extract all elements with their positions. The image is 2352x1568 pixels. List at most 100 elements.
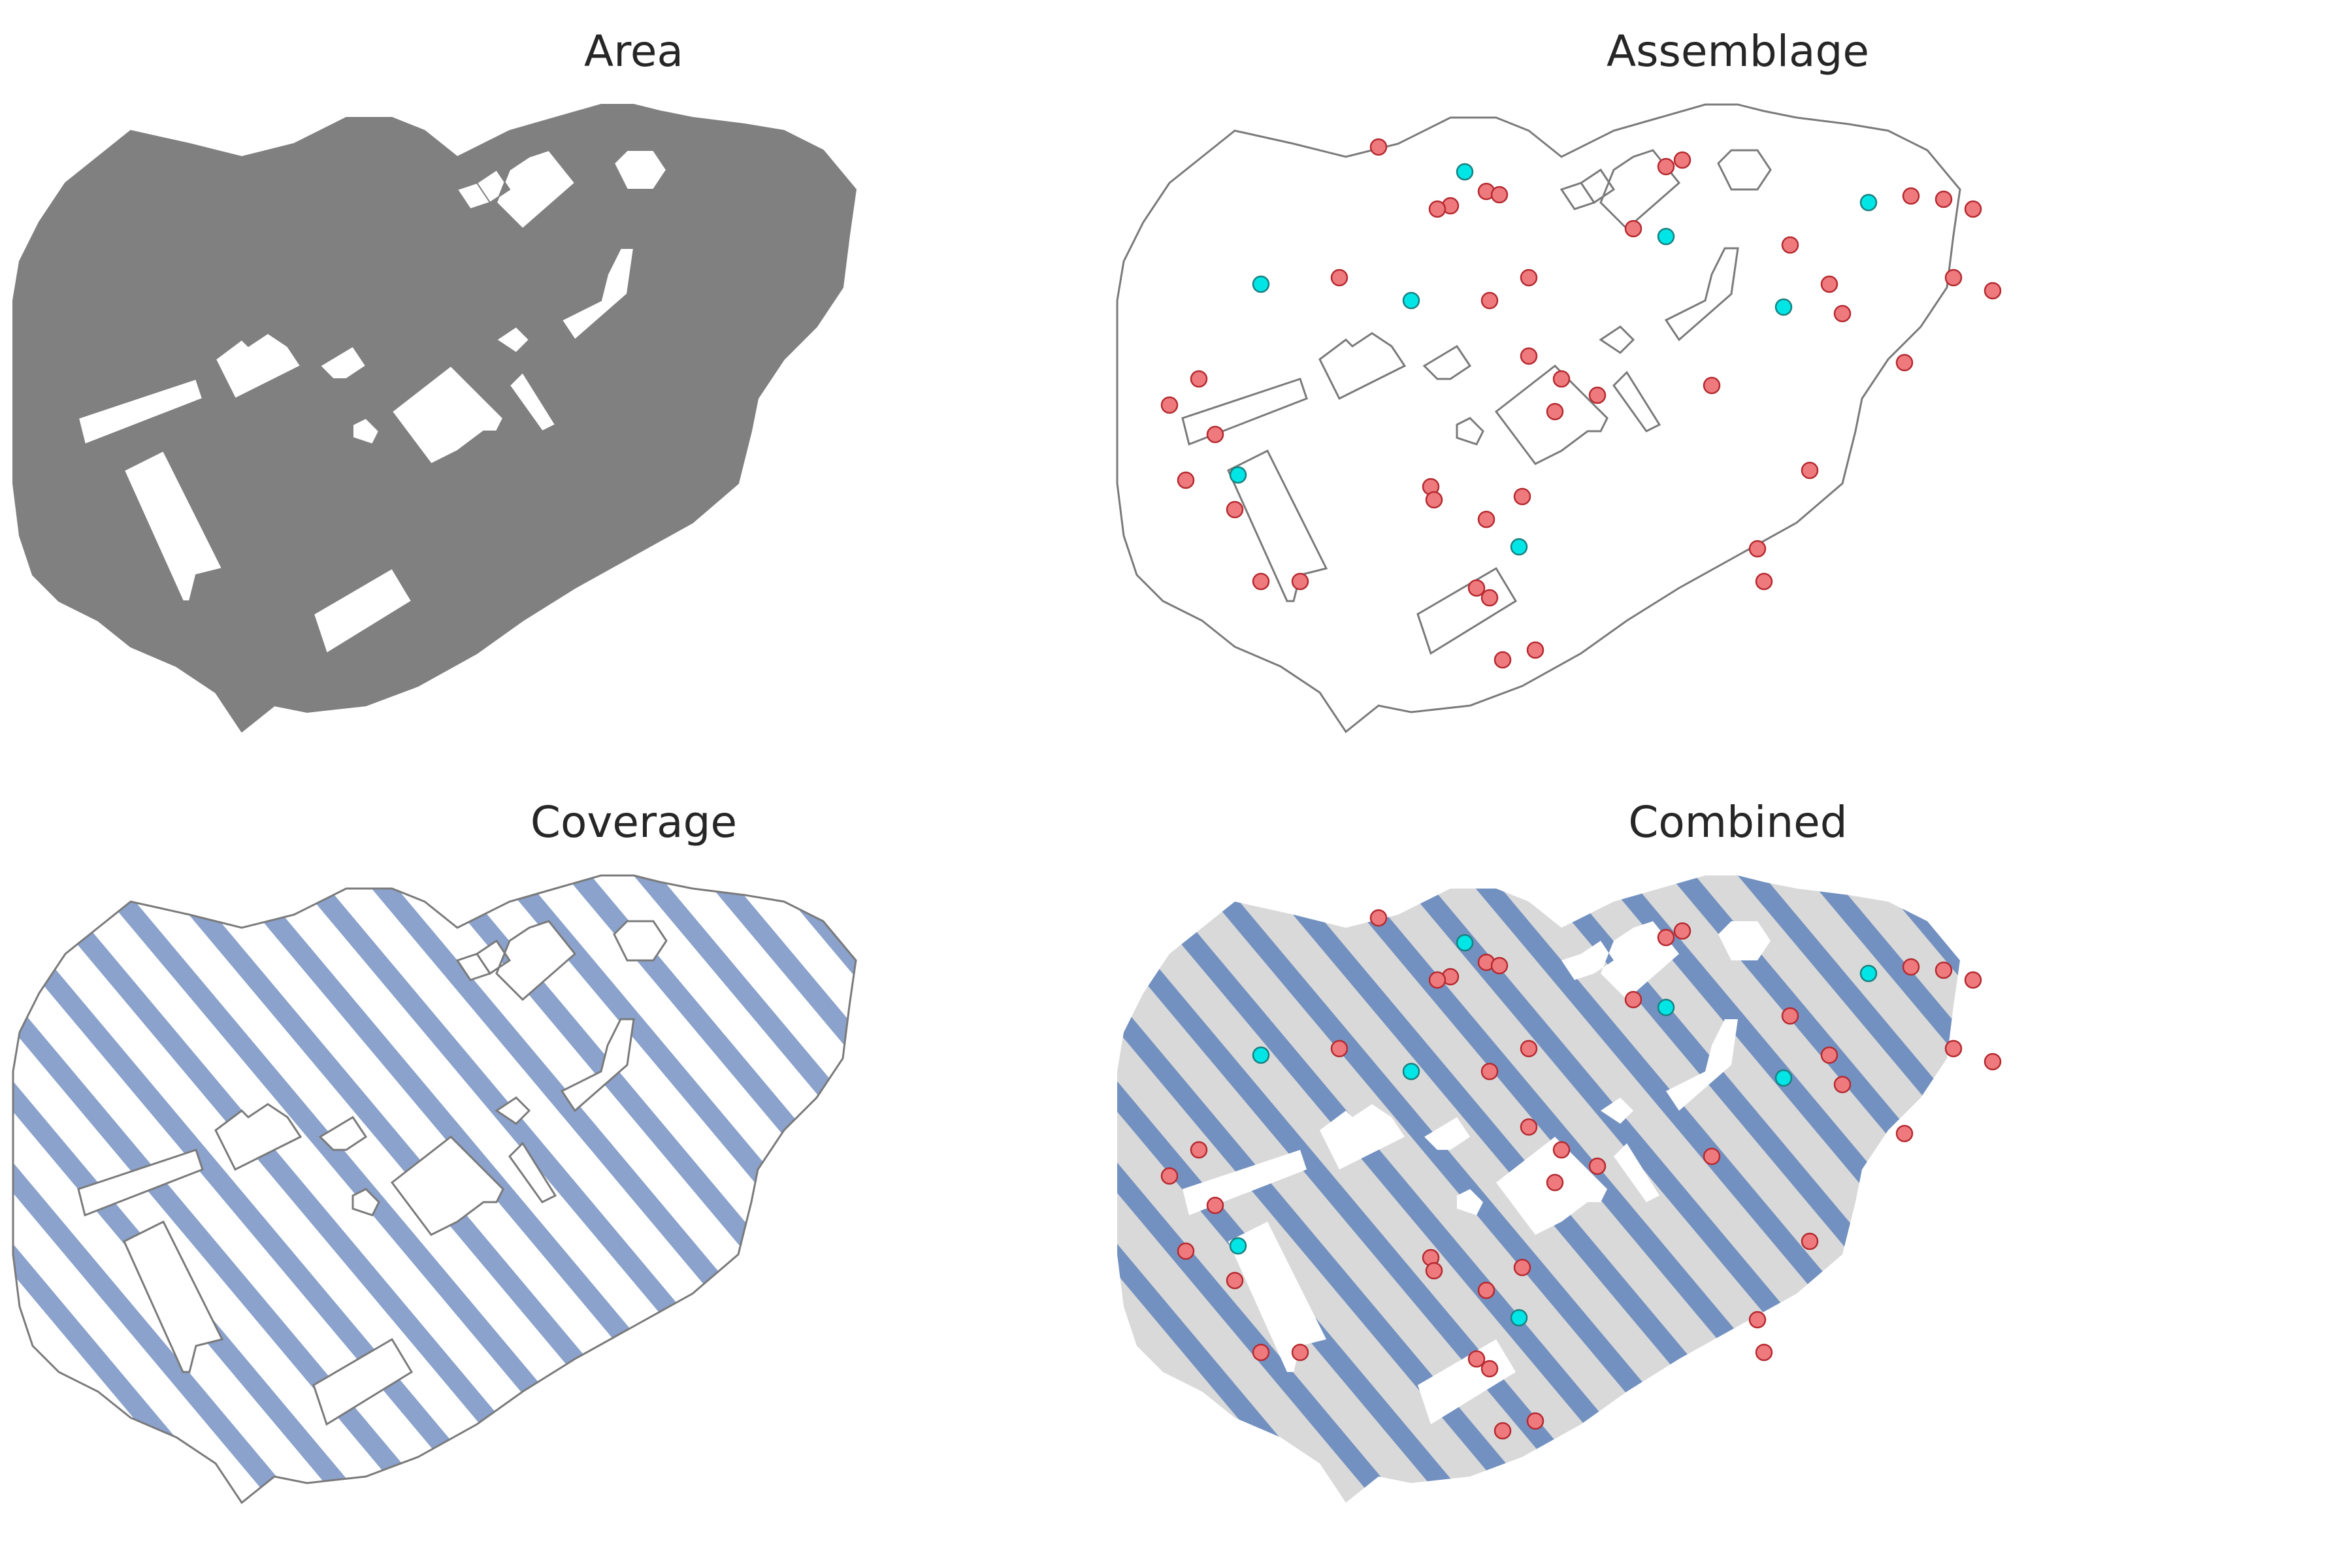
panel-title-assemblage: Assemblage: [1607, 26, 1869, 76]
assemblage-red-point: [1369, 138, 1388, 156]
assemblage-red-point: [1480, 291, 1499, 310]
combined-red-point: [1944, 1039, 1963, 1058]
assemblage-red-point: [1291, 572, 1309, 591]
combined-red-point: [1520, 1039, 1538, 1058]
assemblage-red-point: [1624, 220, 1642, 238]
combined-red-point: [1673, 922, 1691, 940]
assemblage-red-point: [1588, 386, 1607, 404]
combined-red-point: [1480, 1360, 1499, 1378]
assemblage-cyan-point: [1456, 163, 1474, 181]
combined-cyan-point: [1774, 1069, 1793, 1087]
assemblage-points: [1160, 138, 2002, 669]
assemblage-cyan-point: [1510, 538, 1528, 556]
panel-coverage: Coverage: [12, 784, 1143, 1555]
combined-red-point: [1552, 1141, 1571, 1159]
coverage-stripes: [12, 874, 857, 1505]
assemblage-red-point: [1206, 425, 1224, 444]
panel-area: Area: [12, 13, 1143, 784]
coverage-map: [12, 874, 857, 1505]
assemblage-red-point: [1480, 589, 1499, 607]
combined-red-point: [1425, 1262, 1443, 1280]
combined-cyan-point: [1252, 1046, 1270, 1064]
combined-red-point: [1467, 1350, 1486, 1368]
combined-red-point: [1520, 1118, 1538, 1136]
combined-cyan-point: [1657, 998, 1675, 1017]
panel-title-coverage: Coverage: [530, 797, 738, 847]
combined-cyan-point: [1402, 1062, 1420, 1081]
assemblage-red-point: [1964, 200, 1982, 218]
assemblage-red-point: [1428, 200, 1446, 218]
assemblage-red-point: [1425, 491, 1443, 509]
building-outlines: [1181, 149, 1772, 655]
assemblage-cyan-point: [1859, 193, 1878, 212]
combined-red-point: [1801, 1232, 1819, 1250]
assemblage-red-point: [1552, 370, 1571, 388]
panel-combined: Combined: [1117, 784, 2247, 1555]
combined-red-point: [1964, 971, 1982, 989]
assemblage-red-point: [1984, 282, 2002, 300]
panel-title-area: Area: [584, 26, 683, 76]
assemblage-red-point: [1755, 572, 1773, 591]
assemblage-red-point: [1160, 396, 1179, 414]
combined-red-point: [1291, 1343, 1309, 1362]
assemblage-red-point: [1703, 376, 1721, 395]
combined-red-point: [1330, 1039, 1348, 1058]
assemblage-red-point: [1820, 275, 1838, 293]
combined-red-point: [1902, 958, 1920, 976]
assemblage-red-point: [1513, 487, 1531, 506]
combined-red-point: [1428, 971, 1446, 989]
assemblage-red-point: [1520, 269, 1538, 287]
combined-red-point: [1226, 1271, 1244, 1290]
combined-cyan-point: [1229, 1237, 1247, 1255]
site-area-shape: [12, 104, 857, 733]
assemblage-red-point: [1526, 641, 1544, 659]
assemblage-red-point: [1494, 651, 1512, 669]
assemblage-cyan-point: [1657, 227, 1675, 246]
assemblage-red-point: [1467, 579, 1486, 597]
combined-red-point: [1755, 1343, 1773, 1362]
assemblage-red-point: [1330, 269, 1348, 287]
combined-red-point: [1477, 1281, 1495, 1299]
assemblage-red-point: [1902, 187, 1920, 205]
assemblage-red-point: [1252, 572, 1270, 591]
assemblage-cyan-point: [1774, 298, 1793, 316]
assemblage-red-point: [1833, 304, 1852, 323]
combined-red-point: [1252, 1343, 1270, 1362]
combined-cyan-point: [1510, 1309, 1528, 1327]
combined-map: [1117, 875, 2002, 1503]
assemblage-red-point: [1944, 269, 1963, 287]
assemblage-red-point: [1546, 402, 1564, 421]
assemblage-red-point: [1657, 157, 1675, 176]
combined-red-point: [1657, 928, 1675, 947]
combined-red-point: [1748, 1311, 1767, 1329]
combined-red-point: [1895, 1124, 1914, 1143]
assemblage-cyan-point: [1252, 275, 1270, 293]
assemblage-red-point: [1226, 500, 1244, 519]
combined-red-point: [1984, 1053, 2002, 1071]
assemblage-red-point: [1477, 510, 1495, 529]
assemblage-red-point: [1801, 461, 1819, 480]
combined-red-point: [1624, 990, 1642, 1009]
assemblage-red-point: [1190, 370, 1208, 388]
combined-cyan-point: [1456, 934, 1474, 952]
combined-red-point: [1206, 1196, 1224, 1215]
combined-red-point: [1480, 1062, 1499, 1081]
combined-red-point: [1369, 909, 1388, 927]
combined-red-point: [1588, 1157, 1607, 1175]
combined-red-point: [1526, 1412, 1544, 1430]
combined-points: [1160, 909, 2002, 1440]
assemblage-red-point: [1895, 353, 1914, 372]
panel-assemblage: Assemblage: [1116, 13, 2247, 784]
assemblage-cyan-point: [1229, 466, 1247, 484]
combined-red-point: [1490, 956, 1509, 975]
assemblage-map: [1116, 103, 2002, 734]
combined-red-point: [1190, 1141, 1208, 1159]
combined-red-point: [1935, 961, 1953, 979]
combined-red-point: [1703, 1147, 1721, 1166]
combined-red-point: [1513, 1258, 1531, 1277]
site-outline: [1116, 103, 1961, 734]
assemblage-red-point: [1520, 347, 1538, 365]
combined-cyan-point: [1859, 964, 1878, 983]
combined-stripes: [1117, 875, 1960, 1503]
assemblage-red-point: [1781, 236, 1799, 254]
